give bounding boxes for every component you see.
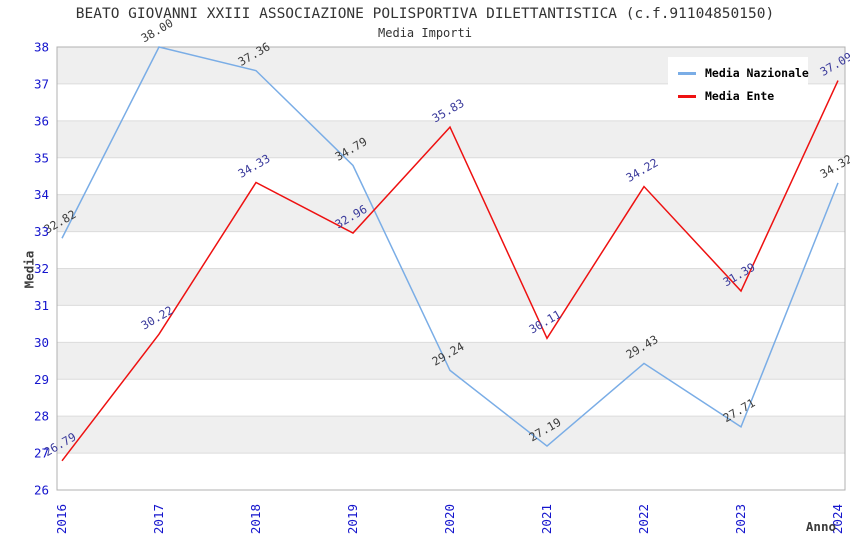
- x-tick-label: 2023: [733, 504, 748, 534]
- x-tick-label: 2018: [248, 504, 263, 534]
- chart-title: BEATO GIOVANNI XXIII ASSOCIAZIONE POLISP…: [75, 6, 775, 22]
- legend: Media Nazionale Media Ente: [668, 57, 809, 112]
- series-line-0: [61, 46, 839, 448]
- y-tick-label: 31: [34, 298, 49, 313]
- series-line-1: [61, 80, 839, 462]
- chart-subtitle: Media Importi: [378, 26, 472, 40]
- legend-swatch-blue-line: [678, 71, 696, 75]
- y-tick-label: 28: [34, 409, 49, 424]
- legend-swatch-red-line: [678, 94, 696, 98]
- x-tick-label: 2024: [830, 504, 845, 534]
- y-tick-label: 37: [34, 76, 49, 91]
- x-tick-label: 2020: [442, 504, 457, 534]
- legend-item-media-nazionale: Media Nazionale: [678, 66, 809, 80]
- grid-band: [57, 120, 845, 158]
- x-tick-label: 2016: [54, 504, 69, 534]
- x-tick-label: 2021: [539, 504, 554, 534]
- value-label: 34.22: [624, 155, 661, 184]
- y-tick-label: 27: [34, 446, 49, 461]
- y-tick-label: 38: [34, 40, 49, 55]
- y-tick-label: 34: [34, 187, 49, 202]
- x-tick-label: 2017: [151, 504, 166, 534]
- y-tick-label: 35: [34, 150, 49, 165]
- plot-border: [56, 46, 846, 491]
- x-tick-label: 2019: [345, 504, 360, 534]
- grid-band: [57, 416, 845, 454]
- y-tick-label: 26: [34, 483, 49, 498]
- value-label: 30.22: [139, 303, 176, 332]
- x-axis-title: Anno: [805, 519, 836, 534]
- y-tick-label: 36: [34, 113, 49, 128]
- legend-label: Media Nazionale: [705, 66, 809, 80]
- legend-item-media-ente: Media Ente: [678, 89, 798, 103]
- value-label: 30.11: [527, 307, 564, 336]
- y-tick-label: 30: [34, 335, 49, 350]
- y-tick-label: 33: [34, 224, 49, 239]
- y-axis-title: Media: [21, 250, 37, 289]
- y-tick-label: 29: [34, 372, 49, 387]
- grid-band: [57, 342, 845, 380]
- legend-label: Media Ente: [705, 89, 775, 103]
- grid-band: [57, 194, 845, 232]
- x-tick-label: 2022: [636, 504, 651, 534]
- y-tick-label: 32: [34, 261, 49, 276]
